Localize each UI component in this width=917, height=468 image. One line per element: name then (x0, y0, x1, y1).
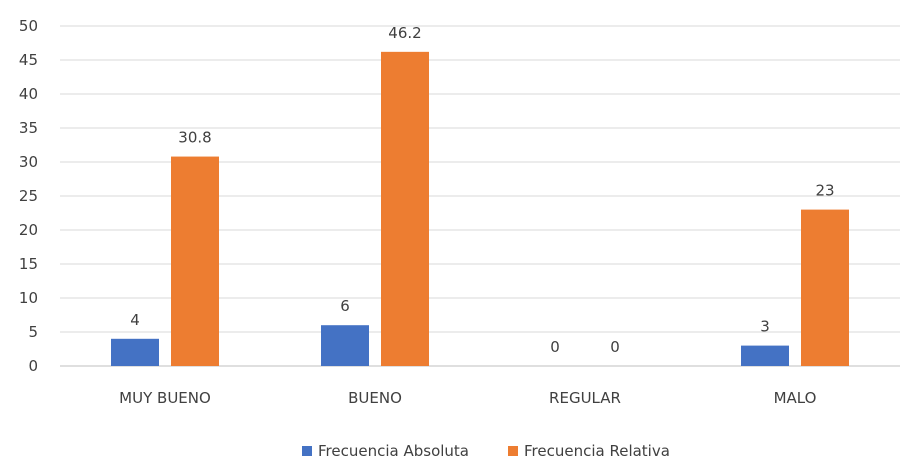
y-tick-label: 10 (19, 289, 38, 307)
x-category-label: MUY BUENO (119, 389, 211, 407)
x-category-label: MALO (774, 389, 817, 407)
y-tick-label: 35 (19, 119, 38, 137)
y-tick-label: 40 (19, 85, 38, 103)
y-tick-label: 50 (19, 17, 38, 35)
data-labels: 4 30.8 6 46.2 0 0 3 23 (130, 24, 834, 356)
data-label: 6 (340, 297, 350, 315)
y-tick-label: 5 (28, 323, 38, 341)
legend-label: Frecuencia Relativa (524, 442, 670, 460)
x-category-label: BUENO (348, 389, 402, 407)
y-tick-label: 45 (19, 51, 38, 69)
data-label: 0 (610, 338, 620, 356)
x-category-label: REGULAR (549, 389, 621, 407)
y-tick-label: 0 (28, 357, 38, 375)
bar-absoluta (111, 338, 159, 366)
bar-relativa (381, 51, 429, 367)
data-label: 0 (550, 338, 560, 356)
bar-relativa (171, 156, 219, 366)
data-label: 46.2 (388, 24, 421, 42)
bar-absoluta (321, 325, 369, 366)
x-axis-categories: MUY BUENO BUENO REGULAR MALO (119, 389, 816, 407)
bar-absoluta (741, 345, 789, 366)
bar-relativa (801, 209, 849, 366)
legend-swatch (508, 446, 518, 456)
data-label: 30.8 (178, 129, 211, 147)
legend: Frecuencia Absoluta Frecuencia Relativa (302, 442, 670, 460)
bars (111, 51, 849, 367)
y-tick-label: 30 (19, 153, 38, 171)
y-axis-ticks: 0 5 10 15 20 25 30 35 40 45 50 (19, 17, 38, 375)
data-label: 3 (760, 318, 770, 336)
y-tick-label: 20 (19, 221, 38, 239)
data-label: 4 (130, 311, 140, 329)
y-tick-label: 15 (19, 255, 38, 273)
legend-swatch (302, 446, 312, 456)
y-tick-label: 25 (19, 187, 38, 205)
legend-label: Frecuencia Absoluta (318, 442, 469, 460)
data-label: 23 (815, 182, 834, 200)
